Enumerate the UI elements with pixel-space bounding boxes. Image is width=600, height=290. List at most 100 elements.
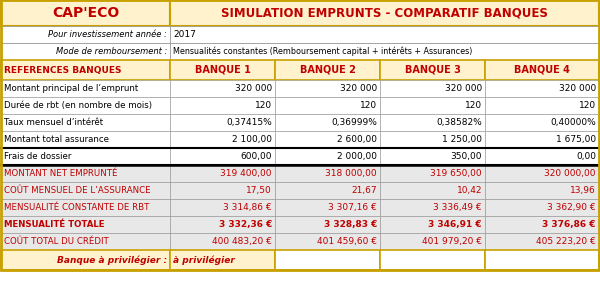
Text: 1 250,00: 1 250,00 (442, 135, 482, 144)
Bar (485, 250, 599, 270)
Bar (275, 199, 380, 216)
Text: 3 336,49 €: 3 336,49 € (433, 203, 482, 212)
Bar (380, 250, 485, 270)
Text: 120: 120 (465, 101, 482, 110)
Text: 401 459,60 €: 401 459,60 € (317, 237, 377, 246)
Bar (275, 182, 380, 199)
Text: REFERENCES BANQUES: REFERENCES BANQUES (4, 66, 121, 75)
Bar (380, 60, 485, 80)
Bar (170, 114, 275, 131)
Text: COÛT TOTAL DU CRÉDIT: COÛT TOTAL DU CRÉDIT (4, 237, 109, 246)
Bar (485, 114, 599, 131)
Bar (380, 80, 485, 97)
Bar (1, 26, 170, 43)
Text: 320 000: 320 000 (235, 84, 272, 93)
Bar (485, 80, 599, 97)
Bar (1, 182, 170, 199)
Text: 2 600,00: 2 600,00 (337, 135, 377, 144)
Text: 120: 120 (360, 101, 377, 110)
Bar (170, 60, 275, 80)
Bar (1, 43, 170, 60)
Text: BANQUE 4: BANQUE 4 (514, 65, 570, 75)
Text: BANQUE 2: BANQUE 2 (299, 65, 355, 75)
Text: 3 314,86 €: 3 314,86 € (223, 203, 272, 212)
Text: 405 223,20 €: 405 223,20 € (536, 237, 596, 246)
Text: 0,38582%: 0,38582% (436, 118, 482, 127)
Text: Pour investissement année :: Pour investissement année : (48, 30, 167, 39)
Bar (275, 80, 380, 97)
Text: 2 000,00: 2 000,00 (337, 152, 377, 161)
Text: 320 000: 320 000 (445, 84, 482, 93)
Bar (485, 199, 599, 216)
Bar (1, 199, 170, 216)
Text: Mensualités constantes (Remboursement capital + intérêts + Assurances): Mensualités constantes (Remboursement ca… (173, 47, 472, 56)
Text: 3 376,86 €: 3 376,86 € (542, 220, 596, 229)
Bar (380, 97, 485, 114)
Bar (485, 165, 599, 182)
Bar (380, 233, 485, 250)
Bar (275, 131, 380, 148)
Bar (485, 148, 599, 165)
Bar (1, 216, 170, 233)
Text: 0,00: 0,00 (576, 152, 596, 161)
Bar (170, 199, 275, 216)
Text: 13,96: 13,96 (570, 186, 596, 195)
Bar (275, 233, 380, 250)
Text: 3 332,36 €: 3 332,36 € (218, 220, 272, 229)
Text: Montant principal de l’emprunt: Montant principal de l’emprunt (4, 84, 138, 93)
Bar (170, 148, 275, 165)
Bar (170, 0, 599, 26)
Bar (1, 114, 170, 131)
Text: 1 675,00: 1 675,00 (556, 135, 596, 144)
Bar (170, 233, 275, 250)
Text: 17,50: 17,50 (246, 186, 272, 195)
Bar (275, 114, 380, 131)
Bar (275, 216, 380, 233)
Bar (1, 233, 170, 250)
Text: 120: 120 (579, 101, 596, 110)
Bar (485, 216, 599, 233)
Bar (275, 165, 380, 182)
Text: 3 328,83 €: 3 328,83 € (323, 220, 377, 229)
Bar (170, 182, 275, 199)
Bar (485, 60, 599, 80)
Bar (380, 114, 485, 131)
Text: Banque à privilégier :: Banque à privilégier : (57, 255, 167, 265)
Text: 320 000,00: 320 000,00 (545, 169, 596, 178)
Text: 400 483,20 €: 400 483,20 € (212, 237, 272, 246)
Bar (170, 131, 275, 148)
Text: 0,40000%: 0,40000% (550, 118, 596, 127)
Text: 120: 120 (255, 101, 272, 110)
Bar (170, 216, 275, 233)
Text: CAP'ECO: CAP'ECO (52, 6, 119, 20)
Text: 2017: 2017 (173, 30, 196, 39)
Text: 320 000: 320 000 (559, 84, 596, 93)
Bar (170, 80, 275, 97)
Bar (1, 131, 170, 148)
Text: 350,00: 350,00 (451, 152, 482, 161)
Bar (275, 148, 380, 165)
Text: 2 100,00: 2 100,00 (232, 135, 272, 144)
Bar (1, 60, 170, 80)
Text: COÛT MENSUEL DE L’ASSURANCE: COÛT MENSUEL DE L’ASSURANCE (4, 186, 151, 195)
Text: 320 000: 320 000 (340, 84, 377, 93)
Bar (170, 250, 275, 270)
Bar (170, 97, 275, 114)
Text: 3 307,16 €: 3 307,16 € (328, 203, 377, 212)
Text: 3 362,90 €: 3 362,90 € (547, 203, 596, 212)
Text: à privilégier: à privilégier (173, 255, 235, 265)
Bar (275, 60, 380, 80)
Bar (380, 148, 485, 165)
Text: Frais de dossier: Frais de dossier (4, 152, 71, 161)
Bar (1, 165, 170, 182)
Text: MONTANT NET EMPRUNTÉ: MONTANT NET EMPRUNTÉ (4, 169, 118, 178)
Bar (485, 97, 599, 114)
Text: Montant total assurance: Montant total assurance (4, 135, 109, 144)
Text: 21,67: 21,67 (352, 186, 377, 195)
Bar (380, 131, 485, 148)
Text: 0,36999%: 0,36999% (331, 118, 377, 127)
Bar (275, 250, 380, 270)
Text: BANQUE 3: BANQUE 3 (404, 65, 460, 75)
Text: Taux mensuel d’intérêt: Taux mensuel d’intérêt (4, 118, 103, 127)
Bar (380, 182, 485, 199)
